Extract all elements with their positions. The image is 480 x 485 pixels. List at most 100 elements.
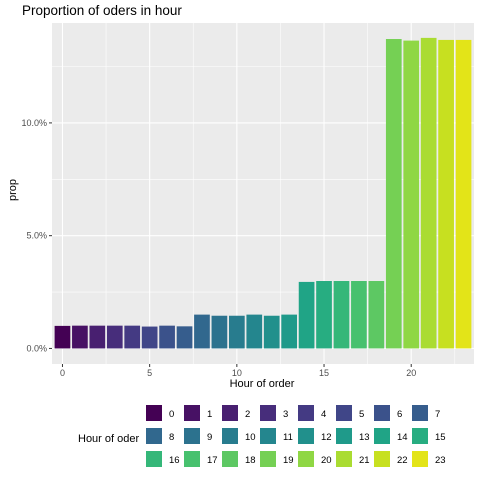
x-tick-label: 5 — [147, 368, 152, 378]
bar — [385, 39, 402, 349]
x-tick-label: 20 — [406, 368, 416, 378]
legend-label: 12 — [321, 432, 332, 443]
legend-swatch — [184, 405, 200, 421]
legend-item: 5 — [336, 405, 364, 421]
legend-label: 15 — [435, 432, 446, 443]
legend-label: 23 — [435, 455, 446, 466]
legend-swatch — [222, 405, 238, 421]
bar — [263, 315, 280, 349]
bar — [159, 325, 175, 349]
legend-swatch — [374, 405, 390, 421]
y-axis: 0.0% 5.0% 10.0% — [21, 118, 52, 353]
legend-label: 14 — [397, 432, 408, 443]
y-axis-label: prop — [7, 179, 19, 201]
bar — [351, 281, 367, 349]
legend-label: 13 — [359, 432, 370, 443]
legend-label: 1 — [207, 409, 212, 420]
legend-item: 14 — [374, 428, 408, 444]
legend-item: 18 — [222, 451, 256, 467]
bar — [246, 314, 263, 349]
bar — [298, 281, 315, 349]
legend-item: 21 — [336, 451, 370, 467]
legend-label: 18 — [245, 455, 256, 466]
bar — [281, 314, 298, 349]
legend-item: 20 — [298, 451, 332, 467]
bar — [333, 281, 350, 349]
bar — [228, 315, 245, 349]
legend-item: 17 — [184, 451, 218, 467]
legend-swatch — [412, 405, 428, 421]
bar — [455, 39, 472, 349]
legend-swatch — [260, 428, 276, 444]
x-tick-label: 0 — [60, 368, 65, 378]
legend-swatch — [146, 405, 162, 421]
legend-label: 9 — [207, 432, 212, 443]
legend-item: 8 — [146, 428, 174, 444]
legend-label: 16 — [169, 455, 180, 466]
legend-swatch — [336, 428, 352, 444]
legend-swatch — [298, 428, 314, 444]
x-tick-label: 10 — [232, 368, 242, 378]
legend-label: 4 — [321, 409, 326, 420]
legend-label: 6 — [397, 409, 402, 420]
y-tick-label: 10.0% — [21, 118, 47, 128]
bars — [54, 37, 472, 349]
bar — [54, 325, 71, 349]
legend-item: 2 — [222, 405, 250, 421]
legend-swatch — [336, 451, 352, 467]
legend-item: 4 — [298, 405, 326, 421]
bar — [368, 281, 385, 349]
legend-item: 7 — [412, 405, 440, 421]
legend-item: 15 — [412, 428, 446, 444]
legend-swatch — [298, 451, 314, 467]
x-axis: 0 5 10 15 20 — [60, 364, 416, 378]
legend-item: 6 — [374, 405, 402, 421]
bar — [316, 281, 332, 349]
bar — [194, 314, 210, 349]
legend-item: 10 — [222, 428, 256, 444]
x-axis-label: Hour of order — [230, 378, 295, 390]
legend-item: 0 — [146, 405, 174, 421]
bar — [403, 40, 420, 349]
legend-swatch — [146, 428, 162, 444]
legend-swatch — [412, 451, 428, 467]
legend-label: 22 — [397, 455, 408, 466]
bar — [72, 325, 88, 349]
legend-label: 5 — [359, 409, 364, 420]
legend-swatch — [336, 405, 352, 421]
legend-item: 13 — [336, 428, 370, 444]
legend-title: Hour of oder — [78, 433, 139, 445]
legend-swatch — [184, 428, 200, 444]
bar — [420, 37, 437, 349]
legend-swatch — [222, 451, 238, 467]
grid-major — [52, 23, 474, 364]
legend-label: 19 — [283, 455, 294, 466]
legend-item: 23 — [412, 451, 446, 467]
legend-item: 19 — [260, 451, 294, 467]
legend-label: 11 — [283, 432, 293, 443]
chart-title: Proportion of oders in hour — [22, 3, 182, 18]
bar — [106, 325, 123, 349]
x-tick-label: 15 — [319, 368, 329, 378]
bar — [141, 326, 158, 349]
legend-item: 22 — [374, 451, 408, 467]
legend-swatch — [298, 405, 314, 421]
legend-swatch — [260, 451, 276, 467]
y-tick-label: 5.0% — [26, 231, 47, 241]
legend-item: 12 — [298, 428, 332, 444]
legend-label: 10 — [245, 432, 256, 443]
legend-label: 8 — [169, 432, 174, 443]
legend-label: 7 — [435, 409, 440, 420]
legend-label: 20 — [321, 455, 332, 466]
bar — [89, 325, 106, 349]
y-tick-label: 0.0% — [26, 343, 47, 353]
legend-label: 0 — [169, 409, 174, 420]
legend-swatch — [412, 428, 428, 444]
bar — [438, 39, 454, 349]
legend-swatch — [374, 451, 390, 467]
legend-swatch — [184, 451, 200, 467]
legend-swatch — [260, 405, 276, 421]
